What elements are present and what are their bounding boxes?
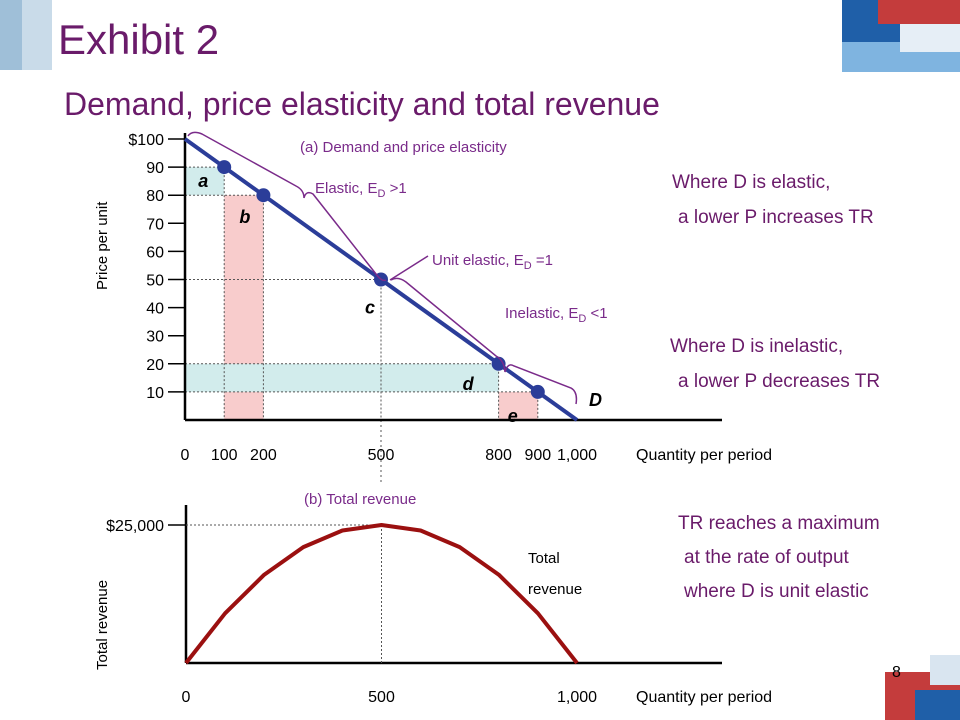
inelastic-annotation: Inelastic, ED <1 <box>505 305 608 325</box>
chart-title-a: (a) Demand and price elasticity <box>300 139 507 156</box>
x-tick-label-b: 500 <box>368 689 395 706</box>
point-a <box>217 160 232 175</box>
slide-subtitle: Demand, price elasticity and total reven… <box>64 86 660 122</box>
point-label-a: a <box>198 171 208 191</box>
x-tick-label-a: 800 <box>485 447 512 464</box>
total-revenue-curve <box>184 523 579 665</box>
point-label-c: c <box>365 298 375 318</box>
note-inelastic-line1: Where D is inelastic, <box>670 336 844 357</box>
point-label-d: d <box>463 374 475 394</box>
x-tick-label-a: 200 <box>250 447 277 464</box>
y-axis-title-b: Total revenue <box>94 580 111 670</box>
x-tick-label-b: 1,000 <box>557 689 597 706</box>
inelastic-revenue-gained-area <box>498 391 538 420</box>
demand-chart: 10 20 30 40 50 60 70 80 90 $100 0 100 200 500 800 900 1,… <box>94 131 772 482</box>
y-tick-label-b: $25,000 <box>106 518 164 535</box>
x-tick-label-a: 500 <box>368 447 395 464</box>
y-tick-label-a: 90 <box>146 160 164 177</box>
point-e <box>530 384 545 399</box>
note-tr-line1: TR reaches a maximum <box>678 513 880 534</box>
point-d <box>491 356 506 371</box>
elastic-bracket <box>187 131 387 282</box>
slide-title: Exhibit 2 <box>58 16 220 63</box>
y-tick-label-a: 10 <box>146 385 164 402</box>
note-tr-line3: where D is unit elastic <box>684 581 869 602</box>
note-inelastic-line2: a lower P decreases TR <box>678 371 881 392</box>
inelastic-revenue-lost-area <box>185 363 499 392</box>
corner-decoration-top <box>0 0 960 72</box>
corner-decoration-bottom <box>885 655 960 720</box>
y-tick-label-a: 30 <box>146 329 164 346</box>
unit-elastic-pointer <box>389 255 429 281</box>
x-tick-label-a: 0 <box>181 447 190 464</box>
x-tick-label-a: 100 <box>211 447 238 464</box>
chart-title-b: (b) Total revenue <box>304 491 416 508</box>
note-elastic-line1: Where D is elastic, <box>672 172 831 193</box>
curve-label-line2: revenue <box>528 581 582 598</box>
point-label-e: e <box>508 406 518 426</box>
demand-line-label: D <box>589 390 602 410</box>
inelastic-bracket <box>390 277 578 405</box>
curve-label-line1: Total <box>528 550 560 567</box>
y-tick-label-a: 20 <box>146 357 164 374</box>
point-b <box>256 188 271 203</box>
x-axis-title-a: Quantity per period <box>636 447 772 464</box>
total-revenue-chart: $25,000 0 500 1,000 Quantity per period Total… <box>94 491 772 706</box>
elastic-revenue-lost-area <box>185 167 225 196</box>
y-tick-label-a: 70 <box>146 216 164 233</box>
unit-elastic-annotation: Unit elastic, ED =1 <box>432 252 553 272</box>
note-elastic-line2: a lower P increases TR <box>678 207 874 228</box>
note-tr-line2: at the rate of output <box>684 547 849 568</box>
y-axis-title-a: Price per unit <box>94 201 111 290</box>
x-tick-label-a: 900 <box>524 447 551 464</box>
x-tick-label-a: 1,000 <box>557 447 597 464</box>
elastic-annotation: Elastic, ED >1 <box>315 180 407 200</box>
y-tick-label-a: 50 <box>146 273 164 290</box>
point-label-b: b <box>239 207 250 227</box>
x-tick-label-b: 0 <box>182 689 191 706</box>
page-number: 8 <box>892 664 901 681</box>
y-tick-label-a: 80 <box>146 188 164 205</box>
x-axis-title-b: Quantity per period <box>636 689 772 706</box>
y-tick-label-a: $100 <box>128 132 164 149</box>
y-tick-label-a: 60 <box>146 244 164 261</box>
y-tick-label-a: 40 <box>146 301 164 318</box>
